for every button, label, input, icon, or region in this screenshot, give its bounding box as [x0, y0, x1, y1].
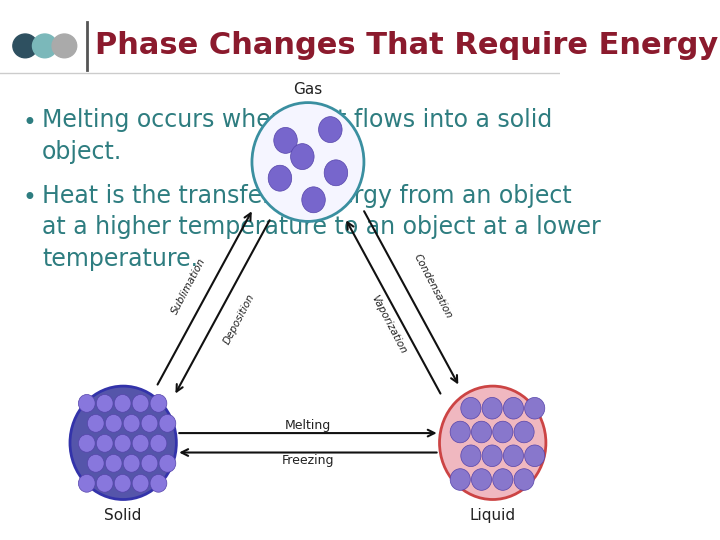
Ellipse shape	[252, 103, 364, 221]
Ellipse shape	[439, 386, 546, 500]
Ellipse shape	[492, 469, 513, 490]
Ellipse shape	[324, 160, 348, 186]
Ellipse shape	[461, 397, 481, 419]
Ellipse shape	[514, 469, 534, 490]
Text: Liquid: Liquid	[469, 508, 516, 523]
Ellipse shape	[96, 394, 113, 413]
Ellipse shape	[123, 415, 140, 432]
Ellipse shape	[472, 421, 492, 443]
FancyArrowPatch shape	[179, 430, 434, 436]
Ellipse shape	[472, 469, 492, 490]
Ellipse shape	[318, 117, 342, 143]
Ellipse shape	[70, 386, 176, 500]
Ellipse shape	[96, 434, 113, 453]
Ellipse shape	[150, 434, 167, 453]
Ellipse shape	[87, 455, 104, 472]
Ellipse shape	[141, 455, 158, 472]
Ellipse shape	[450, 469, 470, 490]
Text: •: •	[22, 111, 36, 134]
Ellipse shape	[150, 394, 167, 413]
Ellipse shape	[114, 434, 131, 453]
Text: Melting: Melting	[285, 419, 331, 432]
Text: Melting occurs when heat flows into a solid
object.: Melting occurs when heat flows into a so…	[42, 108, 552, 164]
Text: Condensation: Condensation	[412, 252, 454, 320]
Ellipse shape	[503, 397, 523, 419]
FancyArrowPatch shape	[364, 211, 457, 382]
Ellipse shape	[302, 187, 325, 213]
Ellipse shape	[96, 475, 113, 492]
Circle shape	[13, 34, 37, 58]
Text: Deposition: Deposition	[222, 292, 256, 346]
Text: •: •	[22, 186, 36, 210]
Text: Phase Changes That Require Energy: Phase Changes That Require Energy	[95, 31, 719, 60]
Text: Heat is the transfer of energy from an object
at a higher temperature to an obje: Heat is the transfer of energy from an o…	[42, 184, 600, 271]
Text: Vaporization: Vaporization	[369, 293, 408, 355]
Ellipse shape	[141, 415, 158, 432]
Ellipse shape	[525, 445, 545, 467]
Circle shape	[32, 34, 57, 58]
Ellipse shape	[159, 415, 176, 432]
FancyArrowPatch shape	[347, 222, 441, 394]
Ellipse shape	[291, 144, 314, 170]
Ellipse shape	[132, 475, 149, 492]
Ellipse shape	[123, 455, 140, 472]
Text: Solid: Solid	[104, 508, 142, 523]
Circle shape	[52, 34, 77, 58]
Ellipse shape	[150, 475, 167, 492]
FancyArrowPatch shape	[158, 213, 251, 384]
Ellipse shape	[132, 394, 149, 413]
Ellipse shape	[268, 165, 292, 191]
Text: Gas: Gas	[293, 82, 323, 97]
Ellipse shape	[461, 445, 481, 467]
Ellipse shape	[78, 434, 95, 453]
FancyArrowPatch shape	[181, 449, 437, 456]
Ellipse shape	[450, 421, 470, 443]
Ellipse shape	[525, 397, 545, 419]
Ellipse shape	[114, 394, 131, 413]
Ellipse shape	[78, 394, 95, 413]
Ellipse shape	[482, 445, 503, 467]
Text: Sublimation: Sublimation	[169, 256, 207, 316]
Text: Freezing: Freezing	[282, 454, 334, 467]
Ellipse shape	[482, 397, 503, 419]
Ellipse shape	[105, 415, 122, 432]
FancyArrowPatch shape	[176, 220, 269, 392]
Ellipse shape	[503, 445, 523, 467]
Ellipse shape	[159, 455, 176, 472]
Ellipse shape	[492, 421, 513, 443]
Ellipse shape	[78, 475, 95, 492]
Ellipse shape	[132, 434, 149, 453]
Ellipse shape	[514, 421, 534, 443]
Ellipse shape	[114, 475, 131, 492]
Ellipse shape	[274, 127, 297, 153]
Ellipse shape	[105, 455, 122, 472]
Ellipse shape	[87, 415, 104, 432]
